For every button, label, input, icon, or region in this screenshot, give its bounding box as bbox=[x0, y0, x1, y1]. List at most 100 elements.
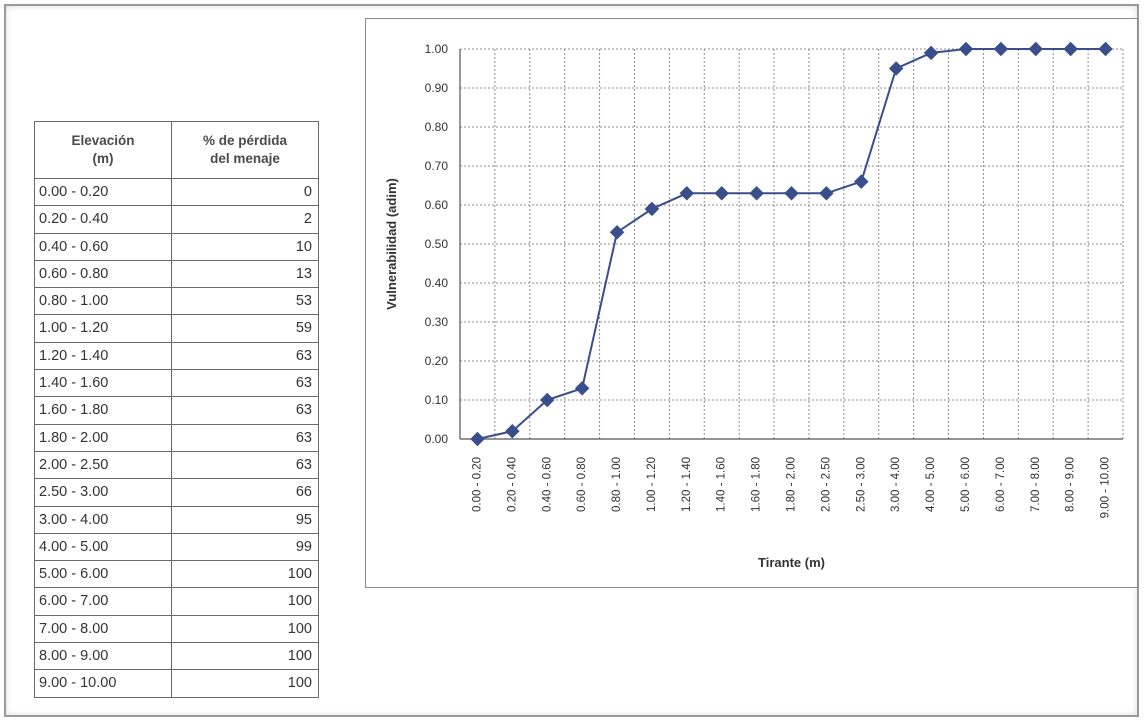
y-tick-label: 0.20 bbox=[425, 354, 449, 368]
loss-percent-cell: 63 bbox=[171, 369, 319, 398]
header-perdida-line2: del menaje bbox=[210, 151, 280, 166]
loss-percent-cell: 95 bbox=[171, 505, 319, 534]
y-tick-label: 0.60 bbox=[425, 198, 449, 212]
x-axis-title: Tirante (m) bbox=[758, 555, 825, 570]
table-row: 7.00 - 8.00 100 bbox=[34, 614, 319, 644]
loss-percent-cell: 100 bbox=[171, 560, 319, 589]
x-tick-label: 0.00 - 0.20 bbox=[471, 457, 483, 512]
x-tick-label: 7.00 - 8.00 bbox=[1030, 457, 1042, 512]
data-point-marker bbox=[853, 174, 869, 189]
loss-percent-cell: 53 bbox=[171, 287, 319, 316]
table-row: 0.00 - 0.20 0 bbox=[34, 177, 319, 207]
vulnerability-line-chart: 0.00 0.10 0.20 0.30 0.40 0.50 0.60 0.70 0.80 0.90… bbox=[384, 41, 1124, 570]
x-tick-label: 1.20 - 1.40 bbox=[681, 457, 693, 512]
x-tick-labels: 0.00 - 0.20 0.20 - 0.40 0.40 - 0.60 0.60 - … bbox=[471, 457, 1111, 518]
loss-percent-cell: 2 bbox=[171, 205, 319, 234]
elevation-range-cell: 0.00 - 0.20 bbox=[34, 177, 172, 207]
elevation-range-cell: 1.40 - 1.60 bbox=[34, 369, 172, 398]
x-tick-label: 5.00 - 6.00 bbox=[960, 457, 972, 512]
data-point-marker bbox=[1028, 41, 1044, 57]
data-point-marker bbox=[888, 61, 904, 76]
x-tick-label: 1.60 - 1.80 bbox=[751, 457, 763, 512]
data-point-marker bbox=[958, 41, 974, 57]
y-tick-label: 0.70 bbox=[425, 159, 449, 173]
series-layer bbox=[470, 41, 1113, 447]
x-tick-label: 0.40 - 0.60 bbox=[541, 457, 553, 512]
elevation-range-cell: 0.20 - 0.40 bbox=[34, 205, 172, 234]
y-tick-label: 1.00 bbox=[425, 42, 449, 56]
header-elevacion-line1: Elevación bbox=[71, 133, 135, 148]
table-row: 0.80 - 1.00 53 bbox=[34, 287, 319, 316]
elevation-range-cell: 6.00 - 7.00 bbox=[34, 587, 172, 616]
table-row: 9.00 - 10.00 100 bbox=[34, 669, 319, 698]
elevation-loss-table: Elevación (m) % de pérdida del menaje 0.… bbox=[34, 121, 319, 698]
elevation-range-cell: 4.00 - 5.00 bbox=[34, 532, 172, 562]
x-tick-label: 9.00 - 10.00 bbox=[1100, 457, 1112, 518]
loss-percent-cell: 59 bbox=[171, 314, 319, 343]
elevation-range-cell: 9.00 - 10.00 bbox=[34, 669, 172, 698]
data-point-marker bbox=[993, 41, 1009, 57]
elevation-range-cell: 1.20 - 1.40 bbox=[34, 341, 172, 371]
elevation-range-cell: 0.40 - 0.60 bbox=[34, 232, 172, 261]
x-tick-label: 0.20 - 0.40 bbox=[506, 457, 518, 512]
table-row: 1.20 - 1.40 63 bbox=[34, 341, 319, 371]
elevation-range-cell: 0.60 - 0.80 bbox=[34, 259, 172, 289]
elevation-range-cell: 2.00 - 2.50 bbox=[34, 450, 172, 480]
y-tick-label: 0.80 bbox=[425, 120, 449, 134]
y-tick-label: 0.40 bbox=[425, 276, 449, 290]
table-row: 0.40 - 0.60 10 bbox=[34, 232, 319, 261]
y-tick-label: 0.10 bbox=[425, 393, 449, 407]
loss-percent-cell: 100 bbox=[171, 669, 319, 698]
table-row: 1.40 - 1.60 63 bbox=[34, 369, 319, 398]
y-axis-title: Vulnerabilidad (adim) bbox=[384, 178, 399, 310]
header-perdida-line1: % de pérdida bbox=[202, 133, 288, 148]
series-line bbox=[477, 48, 1106, 440]
table-row: 1.00 - 1.20 59 bbox=[34, 314, 319, 343]
x-tick-label: 1.80 - 2.00 bbox=[786, 457, 798, 512]
loss-percent-cell: 100 bbox=[171, 614, 319, 644]
data-point-marker bbox=[504, 423, 520, 439]
x-tick-label: 2.00 - 2.50 bbox=[820, 457, 832, 512]
table-row: 1.80 - 2.00 63 bbox=[34, 423, 319, 452]
loss-percent-cell: 100 bbox=[171, 587, 319, 616]
x-tick-label: 4.00 - 5.00 bbox=[925, 457, 937, 512]
header-elevacion: Elevación (m) bbox=[34, 121, 172, 179]
x-tick-label: 0.60 - 0.80 bbox=[576, 457, 588, 512]
header-perdida: % de pérdida del menaje bbox=[171, 121, 319, 179]
data-point-marker bbox=[819, 185, 834, 201]
loss-percent-cell: 0 bbox=[171, 177, 319, 207]
data-point-marker bbox=[1098, 41, 1113, 57]
loss-percent-cell: 99 bbox=[171, 532, 319, 562]
x-tick-label: 0.80 - 1.00 bbox=[611, 457, 623, 512]
elevation-range-cell: 1.00 - 1.20 bbox=[34, 314, 172, 343]
data-point-marker bbox=[784, 185, 799, 201]
data-point-marker bbox=[714, 185, 730, 201]
x-tick-label: 6.00 - 7.00 bbox=[995, 457, 1007, 512]
table-row: 2.50 - 3.00 66 bbox=[34, 478, 319, 507]
elevation-loss-table-wrapper: Elevación (m) % de pérdida del menaje 0.… bbox=[34, 121, 319, 698]
table-row: 8.00 - 9.00 100 bbox=[34, 642, 319, 671]
loss-percent-cell: 63 bbox=[171, 423, 319, 452]
y-tick-labels: 0.00 0.10 0.20 0.30 0.40 0.50 0.60 0.70 0.80 0.90… bbox=[425, 42, 449, 446]
loss-percent-cell: 100 bbox=[171, 642, 319, 671]
data-point-marker bbox=[470, 431, 485, 447]
loss-percent-cell: 63 bbox=[171, 341, 319, 371]
elevation-range-cell: 0.80 - 1.00 bbox=[34, 287, 172, 316]
data-point-marker bbox=[609, 224, 625, 240]
data-point-marker bbox=[679, 185, 695, 201]
loss-percent-cell: 10 bbox=[171, 232, 319, 261]
loss-percent-cell: 63 bbox=[171, 396, 319, 425]
data-point-marker bbox=[539, 392, 555, 408]
table-body: 0.00 - 0.20 0 0.20 - 0.40 2 0.40 - 0.60 10 0.6… bbox=[34, 177, 319, 698]
table-row: 4.00 - 5.00 99 bbox=[34, 532, 319, 562]
y-tick-label: 0.90 bbox=[425, 81, 449, 95]
table-row: 5.00 - 6.00 100 bbox=[34, 560, 319, 589]
grid-layer bbox=[459, 48, 1124, 440]
x-tick-label: 8.00 - 9.00 bbox=[1065, 457, 1077, 512]
table-header-row: Elevación (m) % de pérdida del menaje bbox=[34, 121, 319, 179]
y-tick-label: 0.50 bbox=[425, 237, 449, 251]
elevation-range-cell: 8.00 - 9.00 bbox=[34, 642, 172, 671]
data-point-marker bbox=[749, 185, 764, 201]
x-tick-label: 2.50 - 3.00 bbox=[855, 457, 867, 512]
data-point-marker bbox=[574, 380, 590, 396]
